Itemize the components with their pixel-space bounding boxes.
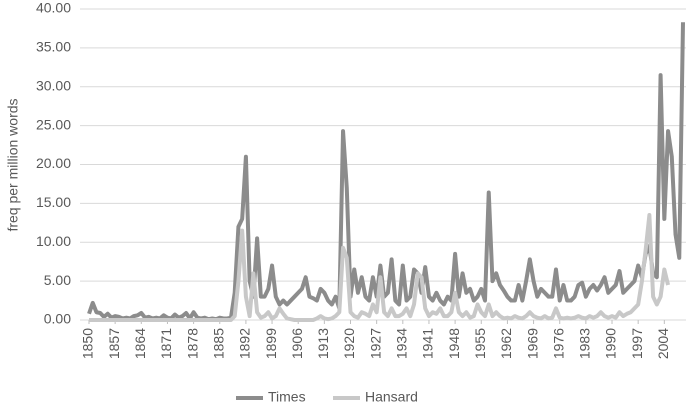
y-tick-label: 0.00 <box>44 311 71 327</box>
x-tick-label: 1934 <box>394 328 410 359</box>
x-tick-label: 2004 <box>655 328 671 359</box>
x-tick-label: 1850 <box>80 328 96 359</box>
y-tick-label: 20.00 <box>36 155 71 171</box>
x-tick-label: 1899 <box>263 328 279 359</box>
y-axis-label: freq per million words <box>5 98 21 231</box>
x-tick-label: 1941 <box>420 328 436 359</box>
x-tick-label: 1878 <box>184 328 200 359</box>
x-tick-label: 1948 <box>446 328 462 359</box>
x-tick-label: 1864 <box>132 328 148 359</box>
x-tick-label: 1983 <box>577 328 593 359</box>
x-tick-label: 1962 <box>498 328 514 359</box>
y-tick-label: 15.00 <box>36 194 71 210</box>
legend-label: Times <box>268 389 306 405</box>
y-tick-label: 10.00 <box>36 233 71 249</box>
x-tick-label: 1927 <box>367 328 383 359</box>
x-tick-label: 1920 <box>341 328 357 359</box>
series-line <box>87 22 685 322</box>
y-tick-label: 25.00 <box>36 116 71 132</box>
y-tick-label: 40.00 <box>36 0 71 16</box>
x-tick-label: 1976 <box>550 328 566 359</box>
x-tick-label: 1906 <box>289 328 305 359</box>
y-tick-label: 30.00 <box>36 77 71 93</box>
x-tick-label: 1892 <box>237 328 253 359</box>
x-tick-label: 1871 <box>158 328 174 359</box>
series-line <box>89 213 671 322</box>
x-tick-label: 1955 <box>472 328 488 359</box>
y-tick-label: 5.00 <box>44 272 71 288</box>
x-tick-label: 1857 <box>106 328 122 359</box>
x-tick-label: 1969 <box>524 328 540 359</box>
x-tick-label: 1913 <box>315 328 331 359</box>
x-tick-label: 1997 <box>629 328 645 359</box>
x-tick-label: 1885 <box>210 328 226 359</box>
y-tick-label: 35.00 <box>36 39 71 55</box>
x-tick-label: 1990 <box>603 328 619 359</box>
legend-label: Hansard <box>365 389 418 405</box>
